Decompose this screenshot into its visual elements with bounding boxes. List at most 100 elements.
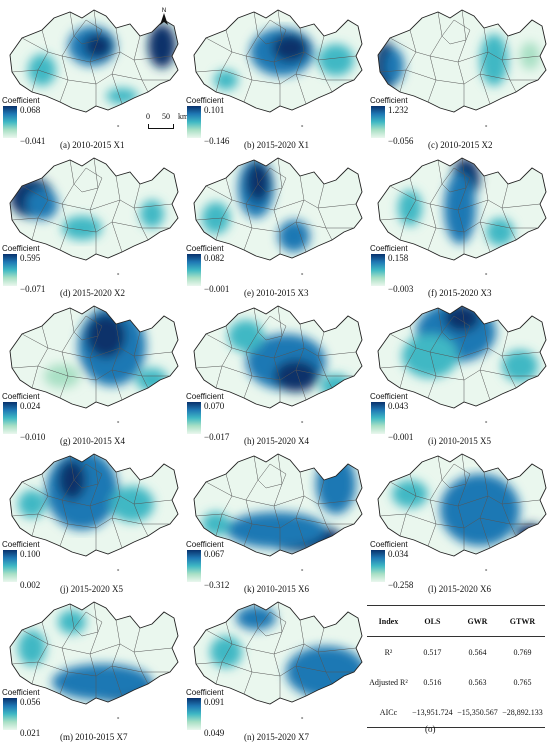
legend-color-bar [187, 106, 201, 138]
panel-caption: (m) 2010-2015 X7 [60, 732, 128, 742]
district-boundary [205, 629, 357, 655]
table-cell: −28,892.133 [499, 697, 545, 728]
district-boundary [479, 175, 491, 253]
region-outline [193, 601, 363, 705]
map-panel: Coefficient 1.232 −0.056 ° (c) 2010-2015 X2 [370, 0, 550, 150]
small-marker: ° [117, 421, 120, 427]
panel-caption: (c) 2010-2015 X2 [428, 140, 493, 150]
map-panel: Coefficient 0.595 −0.071 ° (d) 2015-2020 X2 [2, 148, 182, 298]
table-cell: 0.517 [423, 647, 442, 657]
legend-color-bar [3, 254, 17, 286]
legend-color-bar [187, 402, 201, 434]
map-panel: Coefficient 0.100 0.002 ° (j) 2015-2020 X5 [2, 444, 182, 594]
district-boundary [195, 217, 354, 233]
legend-title: Coefficient [2, 688, 40, 697]
coefficient-zone [320, 374, 352, 398]
coefficient-zone [86, 314, 126, 358]
district-boundary [389, 481, 541, 507]
coefficient-zone [392, 480, 428, 508]
legend-max-value: 0.068 [20, 105, 41, 115]
coefficient-zone [520, 42, 540, 70]
district-boundary [317, 627, 333, 685]
map-panel: Coefficient 0.101 −0.146 ° (b) 2015-2020 X1 [186, 0, 366, 150]
legend: Coefficient 0.158 −0.003 [370, 244, 430, 296]
panel-caption: (g) 2010-2015 X4 [60, 436, 125, 446]
legend-max-value: 0.100 [20, 549, 41, 559]
coefficient-zone [202, 512, 230, 536]
district-boundary [441, 315, 471, 341]
small-marker: ° [301, 273, 304, 279]
table-cell: −15,350.567 [454, 697, 500, 728]
coefficient-zone [106, 88, 138, 104]
map-panel: Coefficient 0.070 −0.017 ° (h) 2015-2020 X4 [186, 296, 366, 446]
north-label: N [162, 8, 166, 14]
legend-max-value: 0.091 [204, 697, 225, 707]
legend-title: Coefficient [370, 244, 408, 253]
legend-color-bar [3, 106, 17, 138]
scale-bar: 0 50 km [146, 112, 196, 136]
district-boundary [441, 167, 471, 193]
legend: Coefficient 0.043 −0.001 [370, 392, 430, 444]
panel-caption: (j) 2015-2020 X5 [60, 584, 123, 594]
legend-max-value: 0.024 [20, 401, 41, 411]
legend: Coefficient 0.024 −0.010 [2, 392, 62, 444]
panel-caption: (b) 2015-2020 X1 [244, 140, 309, 150]
district-boundary [133, 331, 149, 389]
district-boundary [257, 611, 287, 637]
legend: Coefficient 0.068 −0.041 [2, 96, 62, 148]
district-boundary [205, 481, 357, 507]
district-boundary [11, 513, 170, 529]
legend: Coefficient 0.056 0.021 [2, 688, 62, 740]
choropleth-map [193, 157, 363, 261]
coefficient-zone [52, 664, 152, 700]
district-boundary [501, 479, 517, 537]
legend: Coefficient 0.595 −0.071 [2, 244, 62, 296]
coefficient-zone [214, 70, 238, 90]
legend: Coefficient 0.034 −0.258 [370, 540, 430, 592]
district-boundary [73, 167, 103, 193]
district-boundary [257, 463, 287, 489]
legend-color-bar [3, 402, 17, 434]
small-marker: ° [301, 421, 304, 427]
north-arrow-icon: N [157, 6, 171, 26]
district-boundary [21, 481, 173, 507]
legend-max-value: 0.595 [20, 253, 41, 263]
district-boundary [441, 19, 471, 45]
table-header-cell: OLS [409, 605, 455, 637]
district-boundary [389, 185, 541, 211]
district-boundary [21, 333, 173, 359]
legend-max-value: 0.101 [204, 105, 225, 115]
coefficient-zone [148, 24, 176, 68]
small-marker: ° [485, 273, 488, 279]
legend-min-value: −0.003 [388, 284, 414, 294]
district-boundary [111, 471, 123, 549]
legend-title: Coefficient [186, 392, 224, 401]
table-row: R² 0.517 0.564 0.769 [367, 637, 545, 668]
coefficient-zone [440, 474, 520, 546]
table-header-cell: Index [367, 605, 410, 637]
choropleth-map [193, 9, 363, 113]
panel-caption: (e) 2010-2015 X3 [244, 288, 309, 298]
legend: Coefficient 0.082 −0.001 [186, 244, 246, 296]
small-marker: ° [117, 569, 120, 575]
map-panel: Coefficient 0.068 −0.041 ° (a) 2010-2015 X1 N… [2, 0, 188, 150]
choropleth-map [9, 9, 179, 113]
district-boundary [111, 27, 123, 105]
scale-line [148, 124, 174, 129]
panel-caption: (l) 2015-2020 X6 [428, 584, 491, 594]
district-boundary [399, 473, 417, 537]
panel-caption: (a) 2010-2015 X1 [60, 140, 125, 150]
district-boundary [215, 29, 233, 93]
legend-min-value: 0.021 [20, 728, 41, 738]
legend-title: Coefficient [186, 96, 224, 105]
district-boundary [295, 471, 307, 549]
district-boundary [257, 19, 287, 45]
district-boundary [441, 463, 471, 489]
district-boundary [317, 35, 333, 93]
legend-max-value: 0.056 [20, 697, 41, 707]
district-boundary [21, 629, 173, 655]
map-panel: Coefficient 0.158 −0.003 ° (f) 2015-2020 X3 [370, 148, 550, 298]
coefficient-zone [28, 54, 56, 86]
district-boundary [389, 333, 541, 359]
district-boundary [479, 27, 491, 105]
